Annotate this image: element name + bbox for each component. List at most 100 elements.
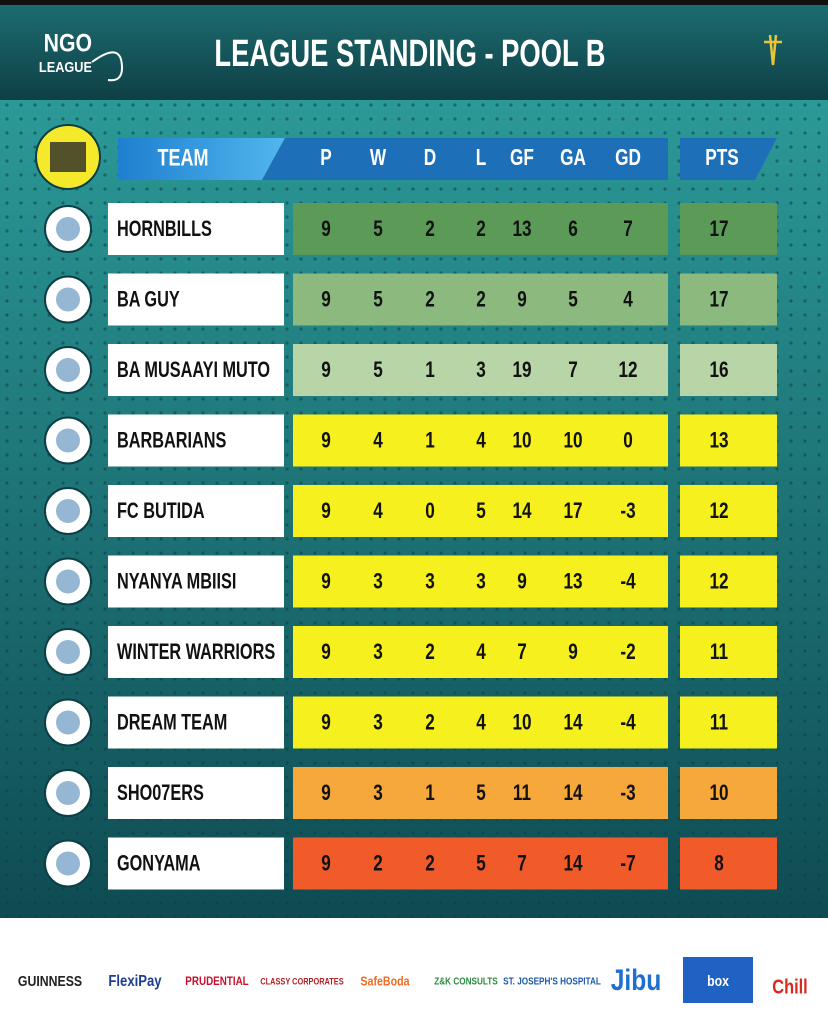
stat: 9: [517, 287, 527, 312]
stat: 9: [321, 640, 331, 665]
column-header: PTS: [705, 146, 739, 171]
sponsor-name: PRUDENTIAL: [185, 975, 249, 988]
stat: 5: [476, 499, 486, 524]
stats-cell: [293, 555, 668, 608]
top-strip: [0, 0, 828, 5]
stats-cell: [293, 696, 668, 749]
stat: 13: [563, 569, 582, 594]
trophy-icon: [764, 34, 782, 66]
pts-cell: [680, 837, 777, 890]
stat: 3: [476, 358, 486, 383]
stat: 2: [476, 217, 486, 242]
stat: 9: [321, 499, 331, 524]
team-cell: [108, 273, 284, 326]
points: 16: [709, 358, 728, 383]
logo-top: NGO: [44, 29, 92, 57]
team-logo-inner: [56, 569, 80, 594]
stat: 7: [623, 217, 633, 242]
stat: 9: [321, 358, 331, 383]
stat: 4: [476, 710, 486, 735]
stat: 14: [563, 851, 582, 876]
team-logo-inner: [56, 428, 80, 453]
team-name: HORNBILLS: [117, 216, 212, 241]
stat: -3: [620, 499, 635, 524]
stat: 9: [321, 217, 331, 242]
stat: 1: [425, 428, 435, 453]
team-cell: [108, 626, 284, 678]
pts-cell: [680, 696, 777, 749]
team-name: BA GUY: [117, 287, 180, 312]
stat: 2: [476, 287, 486, 312]
team-cell: [108, 203, 284, 255]
sponsor-name: Jibu: [611, 963, 662, 997]
team-logo-inner: [56, 851, 80, 876]
points: 17: [709, 287, 728, 312]
stat: 3: [373, 640, 383, 665]
stats-cell: [293, 626, 668, 678]
pts-cell: [680, 203, 777, 255]
stat: 10: [512, 428, 531, 453]
stat: 5: [373, 287, 383, 312]
team-logo-inner: [56, 358, 80, 382]
stat: -2: [620, 640, 635, 665]
team-cell: [108, 555, 284, 608]
points: 12: [709, 499, 728, 524]
stat: 6: [568, 217, 578, 242]
sponsor-name: SafeBoda: [360, 973, 409, 988]
team-name: NYANYA MBIISI: [117, 569, 236, 594]
stat: 9: [321, 428, 331, 453]
team-header-bar: [118, 138, 285, 180]
stats-cell: [293, 203, 668, 255]
stat: 14: [563, 781, 582, 806]
stat: 3: [373, 569, 383, 594]
stats-cell: [293, 273, 668, 326]
stat: 3: [425, 569, 435, 594]
badge-icon: [50, 142, 86, 172]
stat: 7: [568, 358, 578, 383]
stat: 17: [563, 499, 582, 524]
sponsor-name: FlexiPay: [108, 973, 162, 990]
stat: 5: [568, 287, 578, 312]
stat: 2: [373, 851, 383, 876]
points: 17: [709, 217, 728, 242]
stat: 10: [512, 710, 531, 735]
stats-cell: [293, 767, 668, 819]
stat: 4: [476, 640, 486, 665]
column-header: L: [476, 146, 487, 171]
team-name: FC BUTIDA: [117, 498, 205, 523]
pts-cell: [680, 485, 777, 537]
team-name: BARBARIANS: [117, 428, 226, 453]
team-logo-inner: [56, 499, 80, 523]
stat: 13: [512, 217, 531, 242]
stat: 5: [476, 851, 486, 876]
logo-bottom: LEAGUE: [39, 58, 92, 75]
team-name: GONYAMA: [117, 851, 201, 876]
stat: 9: [568, 640, 578, 665]
team-logo-inner: [56, 287, 80, 312]
sponsor-name: ST. JOSEPH'S HOSPITAL: [503, 976, 601, 987]
stat: 0: [425, 499, 435, 524]
team-logo-inner: [56, 781, 80, 805]
sponsor-name: CLASSY CORPORATES: [260, 977, 344, 987]
stat: 4: [373, 499, 383, 524]
stat: -4: [620, 569, 635, 594]
stat: 9: [321, 569, 331, 594]
stat: 14: [512, 499, 531, 524]
stat: 3: [373, 781, 383, 806]
pts-cell: [680, 555, 777, 608]
team-name: SHO07ERS: [117, 780, 204, 805]
sponsor-name: Chill: [772, 975, 807, 998]
stats-cell: [293, 344, 668, 396]
pts-cell: [680, 344, 777, 396]
pts-cell: [680, 767, 777, 819]
stats-cell: [293, 837, 668, 890]
team-cell: [108, 414, 284, 467]
team-logo-inner: [56, 640, 80, 664]
stats-cell: [293, 485, 668, 537]
stat: 9: [321, 781, 331, 806]
stats-cell: [293, 414, 668, 467]
pts-cell: [680, 414, 777, 467]
team-name: DREAM TEAM: [117, 710, 227, 735]
